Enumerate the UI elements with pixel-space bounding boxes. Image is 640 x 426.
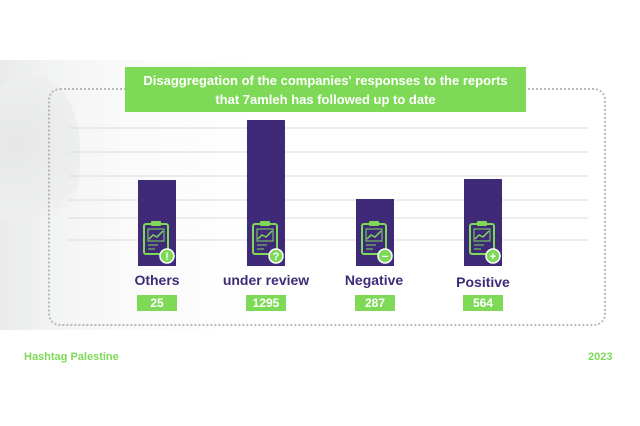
bars [138, 120, 502, 266]
minus-icon: − [377, 248, 393, 264]
bar-icons: !? − + [143, 221, 501, 264]
svg-text:+: + [490, 251, 496, 263]
chart-title-line-2: that 7amleh has followed up to date [215, 92, 436, 107]
svg-text:−: − [382, 251, 388, 263]
value-label-negative: 287 [355, 295, 395, 311]
value-label-others: 25 [137, 295, 177, 311]
background-leaf-shape [0, 75, 80, 245]
clipboard-chart-icon [469, 221, 495, 255]
clipboard-chart-icon [361, 221, 387, 255]
value-label-positive: 564 [463, 295, 503, 311]
svg-text:!: ! [165, 251, 169, 263]
category-label-negative: Negative [344, 272, 404, 288]
chart-title-line-1: Disaggregation of the companies' respons… [143, 73, 508, 88]
footer-year: 2023 [588, 351, 613, 363]
category-label-under-review: under review [222, 272, 310, 288]
footer-brand: Hashtag Palestine [24, 351, 119, 363]
category-label-positive: Positive [456, 274, 510, 290]
question-icon: ? [268, 248, 284, 264]
category-label-others: Others [134, 272, 180, 288]
chart-title: Disaggregation of the companies' respons… [125, 67, 526, 112]
plus-icon: + [485, 248, 501, 264]
value-label-under-review: 1295 [246, 295, 286, 311]
alert-icon: ! [159, 248, 175, 264]
clipboard-chart-icon [252, 221, 278, 255]
svg-text:?: ? [273, 251, 280, 263]
clipboard-chart-icon [143, 221, 169, 255]
